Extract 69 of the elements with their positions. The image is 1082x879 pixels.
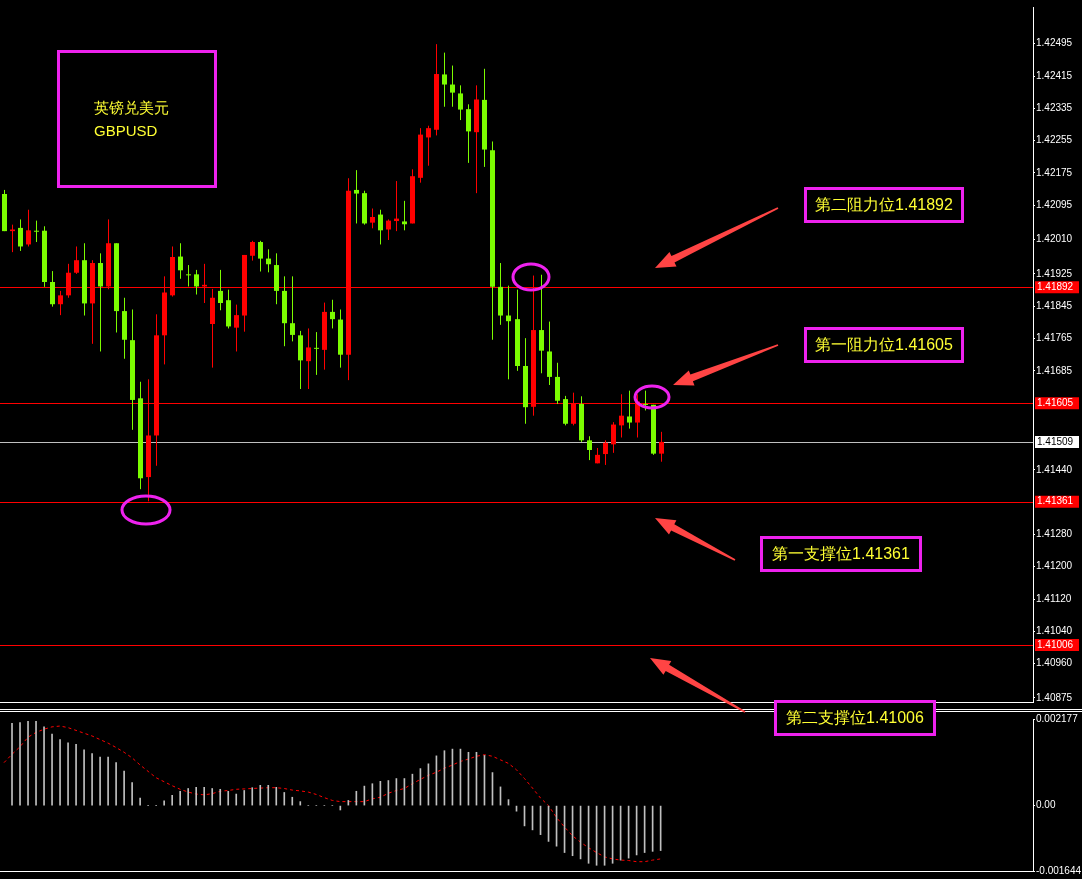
y-tick-label: 1.40875 — [1036, 691, 1073, 703]
candlestick — [587, 435, 592, 461]
annotation: 第一支撑位1.41361 — [760, 536, 922, 572]
candlestick — [466, 103, 471, 164]
candlestick — [611, 421, 616, 454]
y-tick-label: 1.42255 — [1036, 134, 1073, 146]
text: 英镑兑美元 — [94, 99, 170, 118]
candlestick — [659, 431, 664, 463]
candlestick — [386, 218, 391, 241]
candlestick — [426, 125, 431, 167]
annotation: 第一阻力位1.41605 — [804, 327, 964, 363]
candlestick — [18, 218, 23, 252]
candlestick — [378, 209, 383, 245]
y-tick-label: 1.41120 — [1036, 592, 1072, 604]
candlestick — [34, 220, 39, 243]
candlestick — [290, 275, 295, 342]
y-tick-label: 1.41765 — [1036, 332, 1073, 344]
y-tick-label: 0.00 — [1036, 799, 1056, 811]
candlestick — [186, 264, 191, 287]
y-tick-label: 1.41440 — [1036, 463, 1073, 475]
candlestick — [218, 269, 223, 311]
y-tick-label: 1.42495 — [1036, 37, 1073, 49]
y-tick-label: 1.40960 — [1036, 657, 1073, 669]
y-tick-label: 1.41845 — [1036, 299, 1073, 311]
ref-line-label: 1.41361 — [1037, 495, 1074, 507]
candlestick — [258, 240, 263, 273]
annotation: 第二支撑位1.41006 — [774, 700, 936, 736]
candlestick — [178, 242, 183, 280]
candlestick — [58, 290, 63, 316]
y-tick-label: 1.41685 — [1036, 364, 1073, 376]
candlestick — [370, 208, 375, 229]
y-tick-label: -0.001644 — [1036, 864, 1082, 876]
candlestick — [306, 327, 311, 390]
y-tick-label: 1.41040 — [1036, 625, 1073, 637]
y-tick-label: 1.42010 — [1036, 233, 1073, 245]
ref-line-label: 1.41509 — [1037, 435, 1074, 447]
candlestick — [402, 200, 407, 231]
y-tick-label: 1.42335 — [1036, 102, 1073, 114]
candlestick — [50, 270, 55, 308]
candlestick — [330, 299, 335, 329]
y-tick-label: 1.41200 — [1036, 560, 1073, 572]
y-tick-label: 1.41925 — [1036, 267, 1073, 279]
line-series — [3, 725, 662, 863]
candlestick — [442, 52, 447, 108]
y-tick-label: 1.42175 — [1036, 166, 1073, 178]
candlestick — [314, 331, 319, 376]
y-tick-label: 0.002177 — [1036, 712, 1079, 724]
y-tick-label: 1.42415 — [1036, 69, 1073, 81]
candlestick — [26, 209, 31, 247]
candlestick — [250, 240, 255, 262]
candlestick — [194, 269, 199, 296]
candlestick — [98, 252, 103, 352]
candlestick — [234, 304, 239, 352]
ref-line-label: 1.41006 — [1037, 638, 1074, 650]
candlestick — [450, 65, 455, 108]
candlestick — [627, 390, 632, 430]
candlestick — [74, 245, 79, 275]
ref-line-label: 1.41605 — [1037, 396, 1074, 408]
text: GBPUSD — [94, 122, 159, 139]
annotation: 第二阻力位1.41892 — [804, 187, 964, 223]
ref-line-label: 1.41892 — [1037, 281, 1074, 293]
candlestick — [354, 169, 359, 224]
candlestick — [458, 84, 463, 121]
y-tick-label: 1.41280 — [1036, 528, 1073, 540]
candlestick — [555, 362, 560, 405]
candlestick — [539, 274, 544, 374]
candlestick — [643, 390, 648, 411]
candlestick — [603, 439, 608, 466]
y-tick-label: 1.42095 — [1036, 199, 1073, 211]
